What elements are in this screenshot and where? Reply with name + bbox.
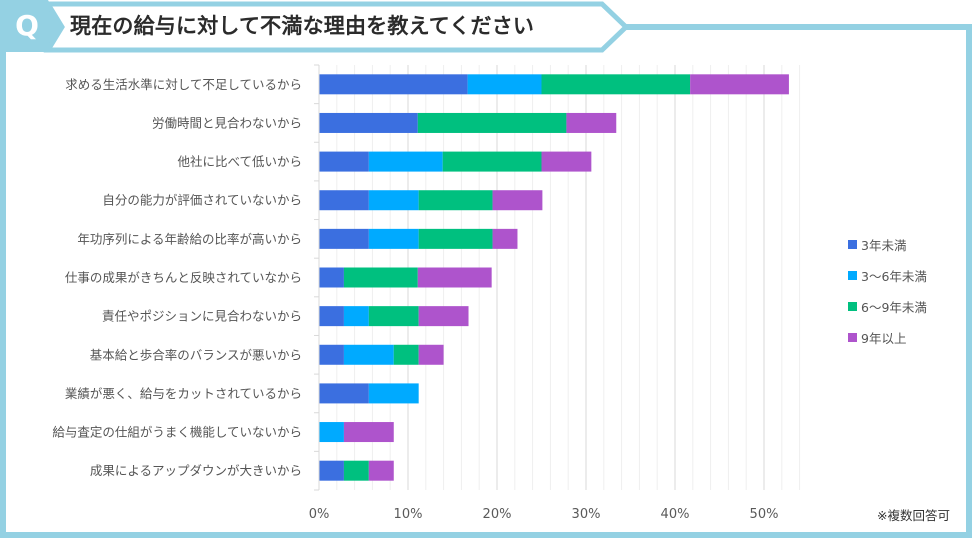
labels: 0% 10% 20% 30% 40% 50% 求める生活水準に対して不足しているから労働時間… bbox=[52, 77, 778, 522]
x-tick-label: 0% bbox=[309, 507, 330, 522]
bar-segment bbox=[343, 422, 394, 443]
category-label: 求める生活水準に対して不足しているから bbox=[65, 77, 302, 92]
legend-label: 6〜9年未満 bbox=[861, 300, 927, 315]
bar-segment bbox=[368, 190, 419, 211]
legend-label: 9年以上 bbox=[861, 331, 907, 346]
bar-segment bbox=[566, 112, 617, 133]
bar-segment bbox=[319, 74, 468, 95]
legend-swatch bbox=[848, 240, 857, 249]
bar-segment bbox=[492, 190, 543, 211]
legend-item: 3年未満 bbox=[848, 236, 927, 253]
x-tick-label: 50% bbox=[750, 507, 779, 522]
bar-segment bbox=[319, 267, 344, 288]
bar-segment bbox=[418, 190, 493, 211]
bar-segment bbox=[418, 344, 444, 365]
bar-segment bbox=[319, 460, 344, 481]
category-label: 労働時間と見合わないから bbox=[152, 115, 302, 130]
x-tick-label: 40% bbox=[661, 507, 690, 522]
category-label: 他社に比べて低いから bbox=[177, 154, 302, 169]
legend-label: 3〜6年未満 bbox=[861, 269, 927, 284]
category-label: 基本給と歩合率のバランスが悪いから bbox=[90, 347, 302, 362]
bar-segment bbox=[418, 306, 469, 327]
bar-segment bbox=[343, 267, 418, 288]
axes bbox=[314, 64, 320, 491]
bar-segment bbox=[417, 267, 492, 288]
bar-segment bbox=[368, 228, 419, 249]
category-label: 給与査定の仕組がうまく機能していないから bbox=[52, 425, 302, 440]
legend-item: 3〜6年未満 bbox=[848, 267, 927, 284]
bar-segment bbox=[368, 151, 443, 172]
legend: 3年未満 3〜6年未満 6〜9年未満 9年以上 bbox=[848, 236, 927, 360]
bar-segment bbox=[368, 460, 394, 481]
bar-segment bbox=[418, 228, 493, 249]
bar-segment bbox=[492, 228, 518, 249]
x-tick-label: 10% bbox=[394, 507, 423, 522]
bar-segment bbox=[319, 228, 369, 249]
bar-segment bbox=[343, 306, 369, 327]
bars bbox=[319, 74, 789, 481]
question-title: 現在の給与に対して不満な理由を教えてください bbox=[70, 14, 535, 38]
category-label: 年功序列による年齢給の比率が高いから bbox=[77, 231, 302, 246]
bar-segment bbox=[541, 74, 691, 95]
bar-segment bbox=[343, 344, 394, 365]
bar-segment bbox=[319, 190, 369, 211]
bar-segment bbox=[343, 460, 369, 481]
category-label: 業績が悪く、給与をカットされているから bbox=[65, 386, 302, 401]
x-tick-label: 30% bbox=[572, 507, 601, 522]
bar-segment bbox=[319, 383, 369, 404]
legend-swatch bbox=[848, 271, 857, 280]
bar-segment bbox=[319, 151, 369, 172]
title-banner bbox=[43, 1, 630, 53]
q-badge: Q bbox=[15, 9, 39, 42]
legend-item: 6〜9年未満 bbox=[848, 298, 927, 315]
category-label: 仕事の成果がきちんと反映されていなから bbox=[65, 270, 302, 285]
legend-item: 9年以上 bbox=[848, 329, 927, 346]
bar-segment bbox=[319, 422, 344, 443]
legend-swatch bbox=[848, 333, 857, 342]
bar-segment bbox=[319, 306, 344, 327]
category-label: 責任やポジションに見合わないから bbox=[102, 309, 302, 324]
bar-segment bbox=[690, 74, 789, 95]
q-badge-background bbox=[0, 0, 62, 52]
panel-border bbox=[0, 24, 972, 538]
category-label: 成果によるアップダウンが大きいから bbox=[90, 463, 302, 478]
bar-segment bbox=[442, 151, 542, 172]
bar-segment bbox=[541, 151, 592, 172]
legend-swatch bbox=[848, 302, 857, 311]
multiple-answers-note: ※複数回答可 bbox=[877, 508, 950, 523]
bar-segment bbox=[319, 112, 418, 133]
bar-segment bbox=[368, 306, 419, 327]
bar-segment bbox=[319, 344, 344, 365]
x-tick-label: 20% bbox=[483, 507, 512, 522]
bar-segment bbox=[393, 344, 419, 365]
bar-segment bbox=[467, 74, 542, 95]
bar-segment bbox=[417, 112, 567, 133]
legend-label: 3年未満 bbox=[861, 238, 907, 253]
bar-segment bbox=[368, 383, 419, 404]
category-label: 自分の能力が評価されていないから bbox=[102, 193, 302, 208]
